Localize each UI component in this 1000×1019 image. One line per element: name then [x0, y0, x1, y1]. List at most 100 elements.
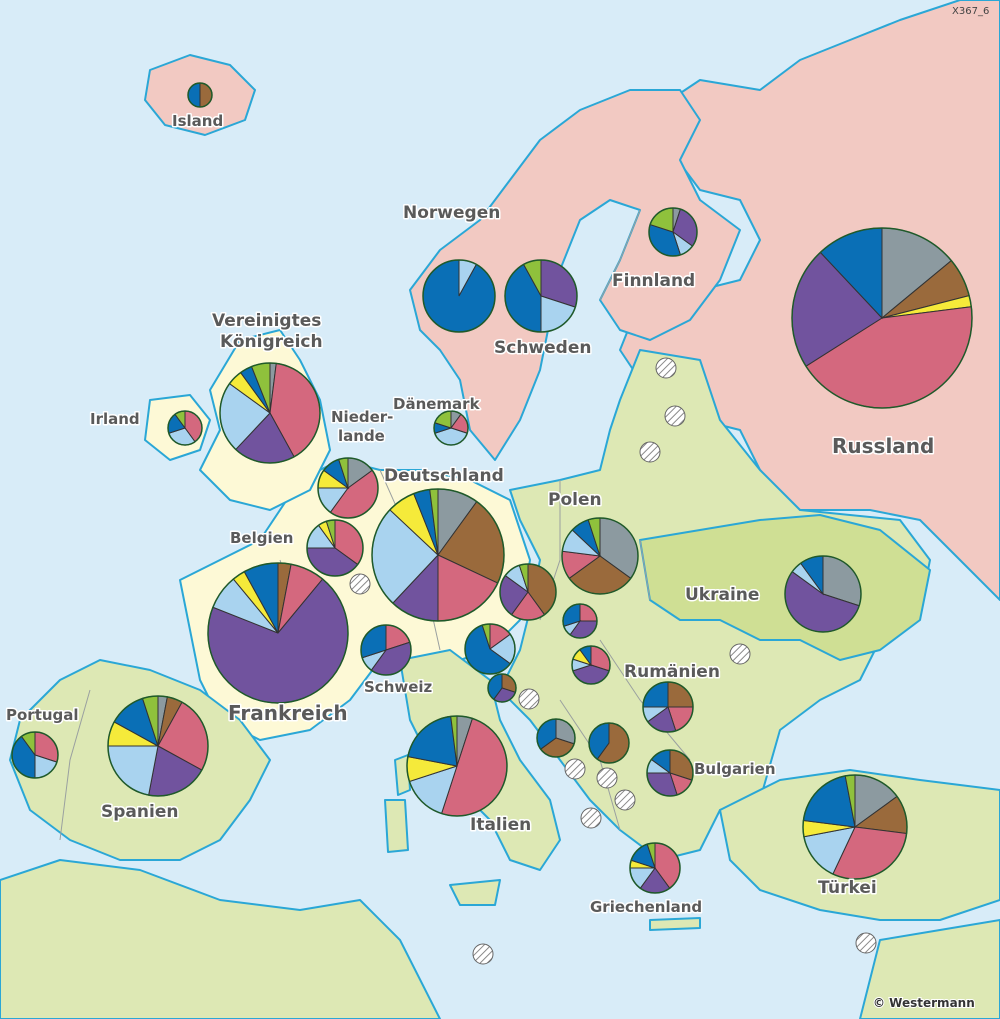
region-corsica	[394, 754, 411, 796]
pie-russland	[791, 227, 973, 409]
label-schweden: Schweden	[494, 338, 591, 358]
hatched-circle-3	[349, 573, 371, 595]
label-griechenland: Griechenland	[590, 898, 702, 916]
label-finnland: Finnland	[612, 271, 695, 291]
pie-island-outline	[187, 82, 213, 108]
hatched-circle-8	[614, 789, 636, 811]
pie-spanien	[107, 695, 209, 797]
pie-polen-outline	[561, 517, 639, 595]
pie-norwegen-outline	[422, 259, 496, 333]
pie-belgien-outline	[306, 519, 364, 577]
pie-bosnien-outline	[536, 718, 576, 758]
pie-schweden	[504, 259, 578, 333]
label-tuerkei: Türkei	[818, 878, 877, 898]
pie-griechenland	[629, 842, 681, 894]
pie-schweiz	[360, 624, 412, 676]
label-island: Island	[172, 112, 223, 130]
region-scandinavia	[409, 89, 741, 461]
pie-tschechien	[499, 563, 557, 621]
label-nieder: Nieder-	[331, 408, 393, 426]
label-vereinigtes: Vereinigtes	[212, 311, 321, 331]
hatched-circle-9	[580, 807, 602, 829]
hatched-circle-0	[655, 357, 677, 379]
region-sardinia	[384, 799, 409, 853]
label-daenemark: Dänemark	[393, 395, 481, 413]
hatched-circle-5	[518, 688, 540, 710]
pie-italien	[406, 715, 508, 817]
hatched-circle-4	[729, 643, 751, 665]
label-frankreich: Frankreich	[228, 701, 348, 725]
label-schweiz: Schweiz	[364, 678, 433, 696]
hatched-circle-1	[664, 405, 686, 427]
pie-norwegen	[422, 259, 496, 333]
label-spanien: Spanien	[101, 802, 178, 822]
pie-portugal-outline	[11, 731, 59, 779]
pie-schweden-outline	[504, 259, 578, 333]
region-north-africa	[0, 859, 441, 1019]
pie-ungarn	[571, 645, 611, 685]
pie-uk-outline	[219, 362, 321, 464]
label-norwegen: Norwegen	[403, 203, 500, 223]
label-portugal: Portugal	[6, 706, 79, 724]
label-belgien: Belgien	[230, 529, 293, 547]
pie-irland-outline	[167, 410, 203, 446]
pie-frankreich-outline	[207, 562, 349, 704]
pie-finnland	[648, 207, 698, 257]
pie-niederlande-outline	[317, 457, 379, 519]
copyright: © Westermann	[873, 996, 975, 1010]
pie-daenemark-outline	[433, 410, 469, 446]
pie-irland	[167, 410, 203, 446]
pie-belgien	[306, 519, 364, 577]
pie-slowakei	[562, 603, 598, 639]
pie-bulgarien	[646, 749, 694, 797]
pie-polen	[561, 517, 639, 595]
pie-italien-outline	[406, 715, 508, 817]
label-deutschland: Deutschland	[384, 466, 504, 486]
label-russland: Russland	[832, 434, 934, 458]
label-polen: Polen	[548, 490, 602, 510]
region-crete	[649, 917, 701, 931]
hatched-circle-2	[639, 441, 661, 463]
pie-niederlande	[317, 457, 379, 519]
pie-uk	[219, 362, 321, 464]
region-middle-east	[859, 919, 1000, 1019]
label-koenigreich: Königreich	[220, 332, 323, 352]
pie-rumaenien	[642, 681, 694, 733]
pie-portugal	[11, 731, 59, 779]
label-italien: Italien	[470, 815, 531, 835]
label-ukraine: Ukraine	[685, 585, 759, 605]
energy-pie-charts	[11, 82, 973, 894]
hatched-circle-11	[855, 932, 877, 954]
pie-daenemark	[433, 410, 469, 446]
pie-griechenland-outline	[629, 842, 681, 894]
pie-oesterreich-outline	[464, 623, 516, 675]
pie-island	[187, 82, 213, 108]
no-data-markers	[349, 357, 877, 965]
pie-schweiz-outline	[360, 624, 412, 676]
pie-frankreich	[207, 562, 349, 704]
label-rumaenien: Rumänien	[624, 662, 720, 682]
map-code: X367_6	[952, 6, 989, 17]
region-sicily	[449, 879, 501, 906]
pie-serbien-outline	[588, 722, 630, 764]
pie-ungarn-outline	[571, 645, 611, 685]
pie-ukraine	[784, 555, 862, 633]
pie-bulgarien-outline	[646, 749, 694, 797]
pie-rumaenien-outline	[642, 681, 694, 733]
label-lande: lande	[338, 427, 385, 445]
pie-tuerkei-outline	[802, 774, 908, 880]
pie-slowenien-outline	[487, 673, 517, 703]
hatched-circle-7	[596, 767, 618, 789]
pie-tschechien-outline	[499, 563, 557, 621]
pie-slowenien	[487, 673, 517, 703]
pie-bosnien	[536, 718, 576, 758]
label-bulgarien: Bulgarien	[694, 760, 776, 778]
country-labels: Island Norwegen Schweden Finnland Russla…	[5, 111, 936, 918]
hatched-circle-6	[564, 758, 586, 780]
pie-tuerkei	[802, 774, 908, 880]
pie-spanien-outline	[107, 695, 209, 797]
pie-serbien	[588, 722, 630, 764]
pie-russland-outline	[791, 227, 973, 409]
hatched-circle-10	[472, 943, 494, 965]
